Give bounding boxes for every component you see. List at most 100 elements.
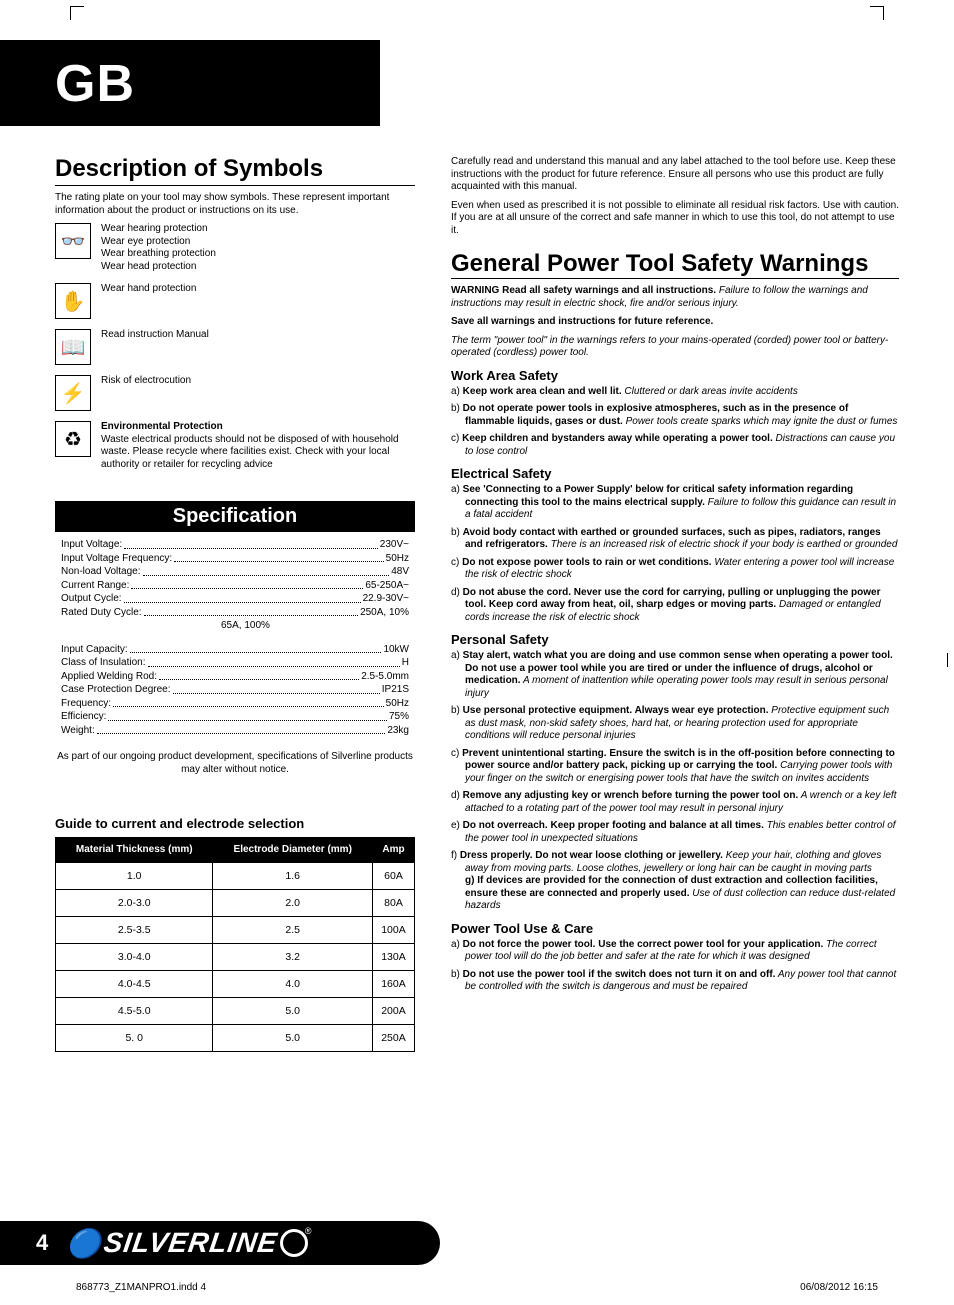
symbol-row: 📖 Read instruction Manual (55, 329, 415, 365)
spec-row: Case Protection Degree:IP21S (61, 683, 409, 697)
guide-cell: 1.6 (213, 862, 373, 889)
guide-header: Electrode Diameter (mm) (213, 838, 373, 863)
term-line: The term "power tool" in the warnings re… (451, 335, 888, 359)
warning-item: e) Do not overreach. Keep proper footing… (465, 820, 899, 845)
crop-mark (870, 6, 884, 20)
spec-row: Input Voltage Frequency:50Hz (61, 552, 409, 566)
crop-mark (70, 6, 84, 20)
symbol-text: Wear hearing protectionWear eye protecti… (101, 223, 216, 273)
guide-cell: 2.0-3.0 (56, 889, 213, 916)
symbol-text: Read instruction Manual (101, 329, 209, 342)
guide-row: 2.0-3.02.080A (56, 889, 415, 916)
spec-row: Input Voltage:230V~ (61, 538, 409, 552)
warning-item: a) Stay alert, watch what you are doing … (465, 650, 899, 700)
spec-row: Weight:23kg (61, 724, 409, 738)
right-column: Carefully read and understand this manua… (451, 156, 899, 1052)
symbol-text: Wear hand protection (101, 283, 196, 296)
brand-logo: 🔵SILVERLINE (66, 1227, 307, 1260)
guide-cell: 5. 0 (56, 1024, 213, 1051)
warning-item: f) Dress properly. Do not wear loose clo… (465, 850, 899, 913)
spec-list: Input Voltage:230V~Input Voltage Frequen… (55, 538, 415, 737)
warning-item: a) Do not force the power tool. Use the … (465, 939, 899, 964)
footer-meta: 868773_Z1MANPRO1.indd 4 06/08/2012 16:15 (76, 1282, 878, 1293)
guide-header: Material Thickness (mm) (56, 838, 213, 863)
file-name: 868773_Z1MANPRO1.indd 4 (76, 1282, 206, 1293)
warning-item: d) Do not abuse the cord. Never use the … (465, 587, 899, 625)
warning-item: a) Keep work area clean and well lit. Cl… (465, 386, 899, 399)
symbols-title: Description of Symbols (55, 156, 415, 181)
guide-title: Guide to current and electrode selection (55, 816, 415, 831)
page: GB Description of Symbols The rating pla… (0, 0, 954, 1305)
guide-cell: 4.0-4.5 (56, 970, 213, 997)
subsection-title: Work Area Safety (451, 368, 899, 383)
guide-cell: 160A (372, 970, 414, 997)
page-number: 4 (36, 1230, 48, 1256)
warning-list: a) Do not force the power tool. Use the … (451, 939, 899, 994)
guide-row: 2.5-3.52.5100A (56, 916, 415, 943)
symbol-icon: ⚡ (55, 375, 91, 411)
guide-header: Amp (372, 838, 414, 863)
guide-cell: 2.0 (213, 889, 373, 916)
symbol-icon: ♻ (55, 421, 91, 457)
warning-list: a) Keep work area clean and well lit. Cl… (451, 386, 899, 459)
warning-item: a) See 'Connecting to a Power Supply' be… (465, 484, 899, 522)
warning-item: c) Do not expose power tools to rain or … (465, 557, 899, 582)
guide-row: 5. 05.0250A (56, 1024, 415, 1051)
warning-item: b) Use personal protective equipment. Al… (465, 705, 899, 743)
guide-cell: 2.5 (213, 916, 373, 943)
guide-cell: 4.0 (213, 970, 373, 997)
subsection-title: Power Tool Use & Care (451, 921, 899, 936)
spec-row: Applied Welding Rod:2.5-5.0mm (61, 670, 409, 684)
intro-1: Carefully read and understand this manua… (451, 156, 899, 194)
timestamp: 06/08/2012 16:15 (800, 1282, 878, 1293)
rule (55, 185, 415, 186)
spec-row: Efficiency:75% (61, 710, 409, 724)
save-line: Save all warnings and instructions for f… (451, 316, 899, 329)
guide-cell: 130A (372, 943, 414, 970)
guide-cell: 80A (372, 889, 414, 916)
symbol-text: Environmental ProtectionWaste electrical… (101, 421, 415, 471)
warning-line: WARNING Read all safety warnings and all… (451, 285, 899, 310)
guide-row: 3.0-4.03.2130A (56, 943, 415, 970)
warning-list: a) See 'Connecting to a Power Supply' be… (451, 484, 899, 624)
warning-item: b) Do not use the power tool if the swit… (465, 969, 899, 994)
crop-mark (947, 653, 948, 667)
intro-2: Even when used as prescribed it is not p… (451, 200, 899, 238)
warning-item: c) Keep children and bystanders away whi… (465, 433, 899, 458)
guide-cell: 5.0 (213, 1024, 373, 1051)
guide-cell: 200A (372, 997, 414, 1024)
country-code: GB (55, 40, 380, 120)
guide-cell: 3.2 (213, 943, 373, 970)
guide-table: Material Thickness (mm)Electrode Diamete… (55, 837, 415, 1052)
spec-row: Output Cycle:22.9-30V~ (61, 592, 409, 606)
spec-row: Non-load Voltage:48V (61, 565, 409, 579)
subsection-title: Electrical Safety (451, 466, 899, 481)
symbol-icon: 👓 (55, 223, 91, 259)
symbols-intro: The rating plate on your tool may show s… (55, 192, 415, 217)
symbol-row: ⚡ Risk of electrocution (55, 375, 415, 411)
spec-title: Specification (55, 501, 415, 532)
spec-row: Class of Insulation:H (61, 656, 409, 670)
symbol-row: 👓 Wear hearing protectionWear eye protect… (55, 223, 415, 273)
warning-item: d) Remove any adjusting key or wrench be… (465, 790, 899, 815)
guide-cell: 1.0 (56, 862, 213, 889)
subsection-title: Personal Safety (451, 632, 899, 647)
spec-row: Rated Duty Cycle:250A, 10% (61, 606, 409, 620)
guide-cell: 100A (372, 916, 414, 943)
footer-band: 4 🔵SILVERLINE (0, 1221, 440, 1265)
guide-row: 4.0-4.54.0160A (56, 970, 415, 997)
header-band: GB (0, 40, 380, 126)
guide-cell: 2.5-3.5 (56, 916, 213, 943)
warning-item: c) Prevent unintentional starting. Ensur… (465, 748, 899, 786)
symbol-icon: 📖 (55, 329, 91, 365)
symbol-text: Risk of electrocution (101, 375, 191, 388)
symbol-row: ♻ Environmental ProtectionWaste electrica… (55, 421, 415, 471)
symbol-icon: ✋ (55, 283, 91, 319)
warnings-title: General Power Tool Safety Warnings (451, 251, 899, 276)
columns: Description of Symbols The rating plate … (55, 156, 899, 1052)
warning-item: b) Avoid body contact with earthed or gr… (465, 527, 899, 552)
spec-row: Current Range:65-250A~ (61, 579, 409, 593)
left-column: Description of Symbols The rating plate … (55, 156, 415, 1052)
spec-note: As part of our ongoing product developme… (55, 751, 415, 776)
spec-row: 65A, 100% (61, 619, 409, 633)
